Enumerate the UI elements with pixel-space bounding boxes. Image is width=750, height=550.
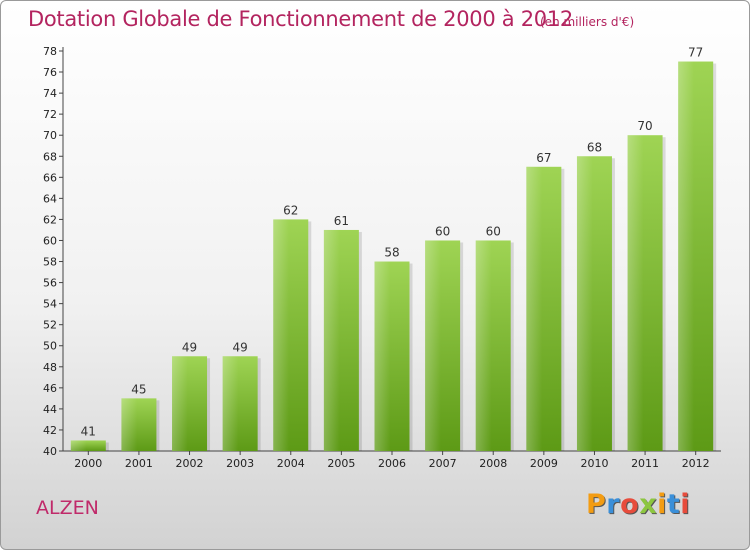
value-label: 62	[283, 203, 298, 217]
y-tick-label: 58	[43, 256, 57, 269]
value-label: 58	[384, 246, 399, 260]
logo-letter: o	[620, 489, 640, 520]
x-tick-label: 2001	[125, 457, 153, 470]
bar-highlight	[475, 240, 492, 451]
x-tick-label: 2011	[631, 457, 659, 470]
bar-highlight	[526, 166, 543, 451]
value-label: 70	[637, 119, 652, 133]
x-tick-label: 2007	[429, 457, 457, 470]
value-label: 60	[486, 224, 501, 238]
y-tick-label: 70	[43, 129, 57, 142]
y-tick-label: 56	[43, 277, 57, 290]
logo-letter: t	[666, 489, 681, 520]
bar-highlight	[121, 398, 138, 451]
y-tick-label: 60	[43, 234, 57, 247]
y-tick-label: 78	[43, 45, 57, 58]
x-tick-label: 2005	[327, 457, 355, 470]
value-label: 60	[435, 224, 450, 238]
value-label: 68	[587, 140, 602, 154]
bar-highlight	[374, 261, 391, 451]
logo-letter: P	[586, 489, 607, 520]
x-tick-label: 2008	[479, 457, 507, 470]
chart-labels: 41 2000 45 2001 49 2002 49 2003 62 2004 61 2005 58 20…	[74, 46, 709, 470]
y-tick-label: 72	[43, 108, 57, 121]
bar-highlight	[273, 219, 290, 451]
x-tick-label: 2002	[176, 457, 204, 470]
logo-letter: x	[639, 489, 658, 520]
bar-highlight	[425, 240, 441, 451]
y-tick-label: 46	[43, 382, 57, 395]
bar-highlight	[627, 135, 644, 452]
commune-name: ALZEN	[36, 497, 99, 519]
value-label: 49	[182, 340, 197, 354]
y-tick-label: 62	[43, 213, 57, 226]
y-tick-label: 64	[43, 192, 57, 205]
proxiti-logo: Proxiti	[586, 489, 690, 520]
chart-bars	[70, 61, 717, 452]
y-tick-label: 54	[43, 298, 57, 311]
bar-highlight	[222, 356, 239, 451]
logo-letter: i	[680, 489, 691, 520]
y-tick-label: 66	[43, 171, 57, 184]
value-label: 45	[131, 382, 146, 396]
value-label: 67	[536, 151, 551, 165]
x-tick-label: 2010	[580, 457, 608, 470]
y-tick-label: 52	[43, 319, 57, 332]
y-tick-label: 76	[43, 66, 57, 79]
bar-highlight	[323, 229, 340, 451]
x-tick-label: 2012	[682, 457, 710, 470]
bar-highlight	[678, 61, 694, 452]
x-tick-label: 2004	[277, 457, 305, 470]
x-tick-label: 2000	[74, 457, 102, 470]
x-tick-label: 2006	[378, 457, 406, 470]
x-tick-label: 2009	[530, 457, 558, 470]
bar-highlight	[576, 156, 593, 451]
chart-axes: 40 42 44 46 48 50 52 54 56 58 60 62 64 66 68 70 72 74 76 78	[43, 45, 721, 458]
logo-letter: r	[606, 489, 621, 520]
value-label: 49	[233, 340, 248, 354]
y-tick-label: 40	[43, 445, 57, 458]
bar-highlight	[172, 356, 188, 451]
bar-highlight	[70, 440, 87, 451]
chart-title: Dotation Globale de Fonctionnement de 20…	[28, 7, 573, 31]
value-label: 41	[81, 424, 96, 438]
value-label: 61	[334, 214, 349, 228]
logo-letter: i	[657, 489, 667, 520]
y-tick-label: 74	[43, 87, 57, 100]
y-tick-label: 44	[43, 403, 57, 416]
y-tick-label: 68	[43, 150, 57, 163]
y-tick-label: 42	[43, 424, 57, 437]
value-label: 77	[688, 46, 703, 60]
bar-2000	[70, 440, 106, 451]
x-tick-label: 2003	[226, 457, 254, 470]
chart-subtitle: (en milliers d'€)	[540, 15, 635, 29]
y-tick-label: 50	[43, 340, 57, 353]
y-tick-label: 48	[43, 361, 57, 374]
